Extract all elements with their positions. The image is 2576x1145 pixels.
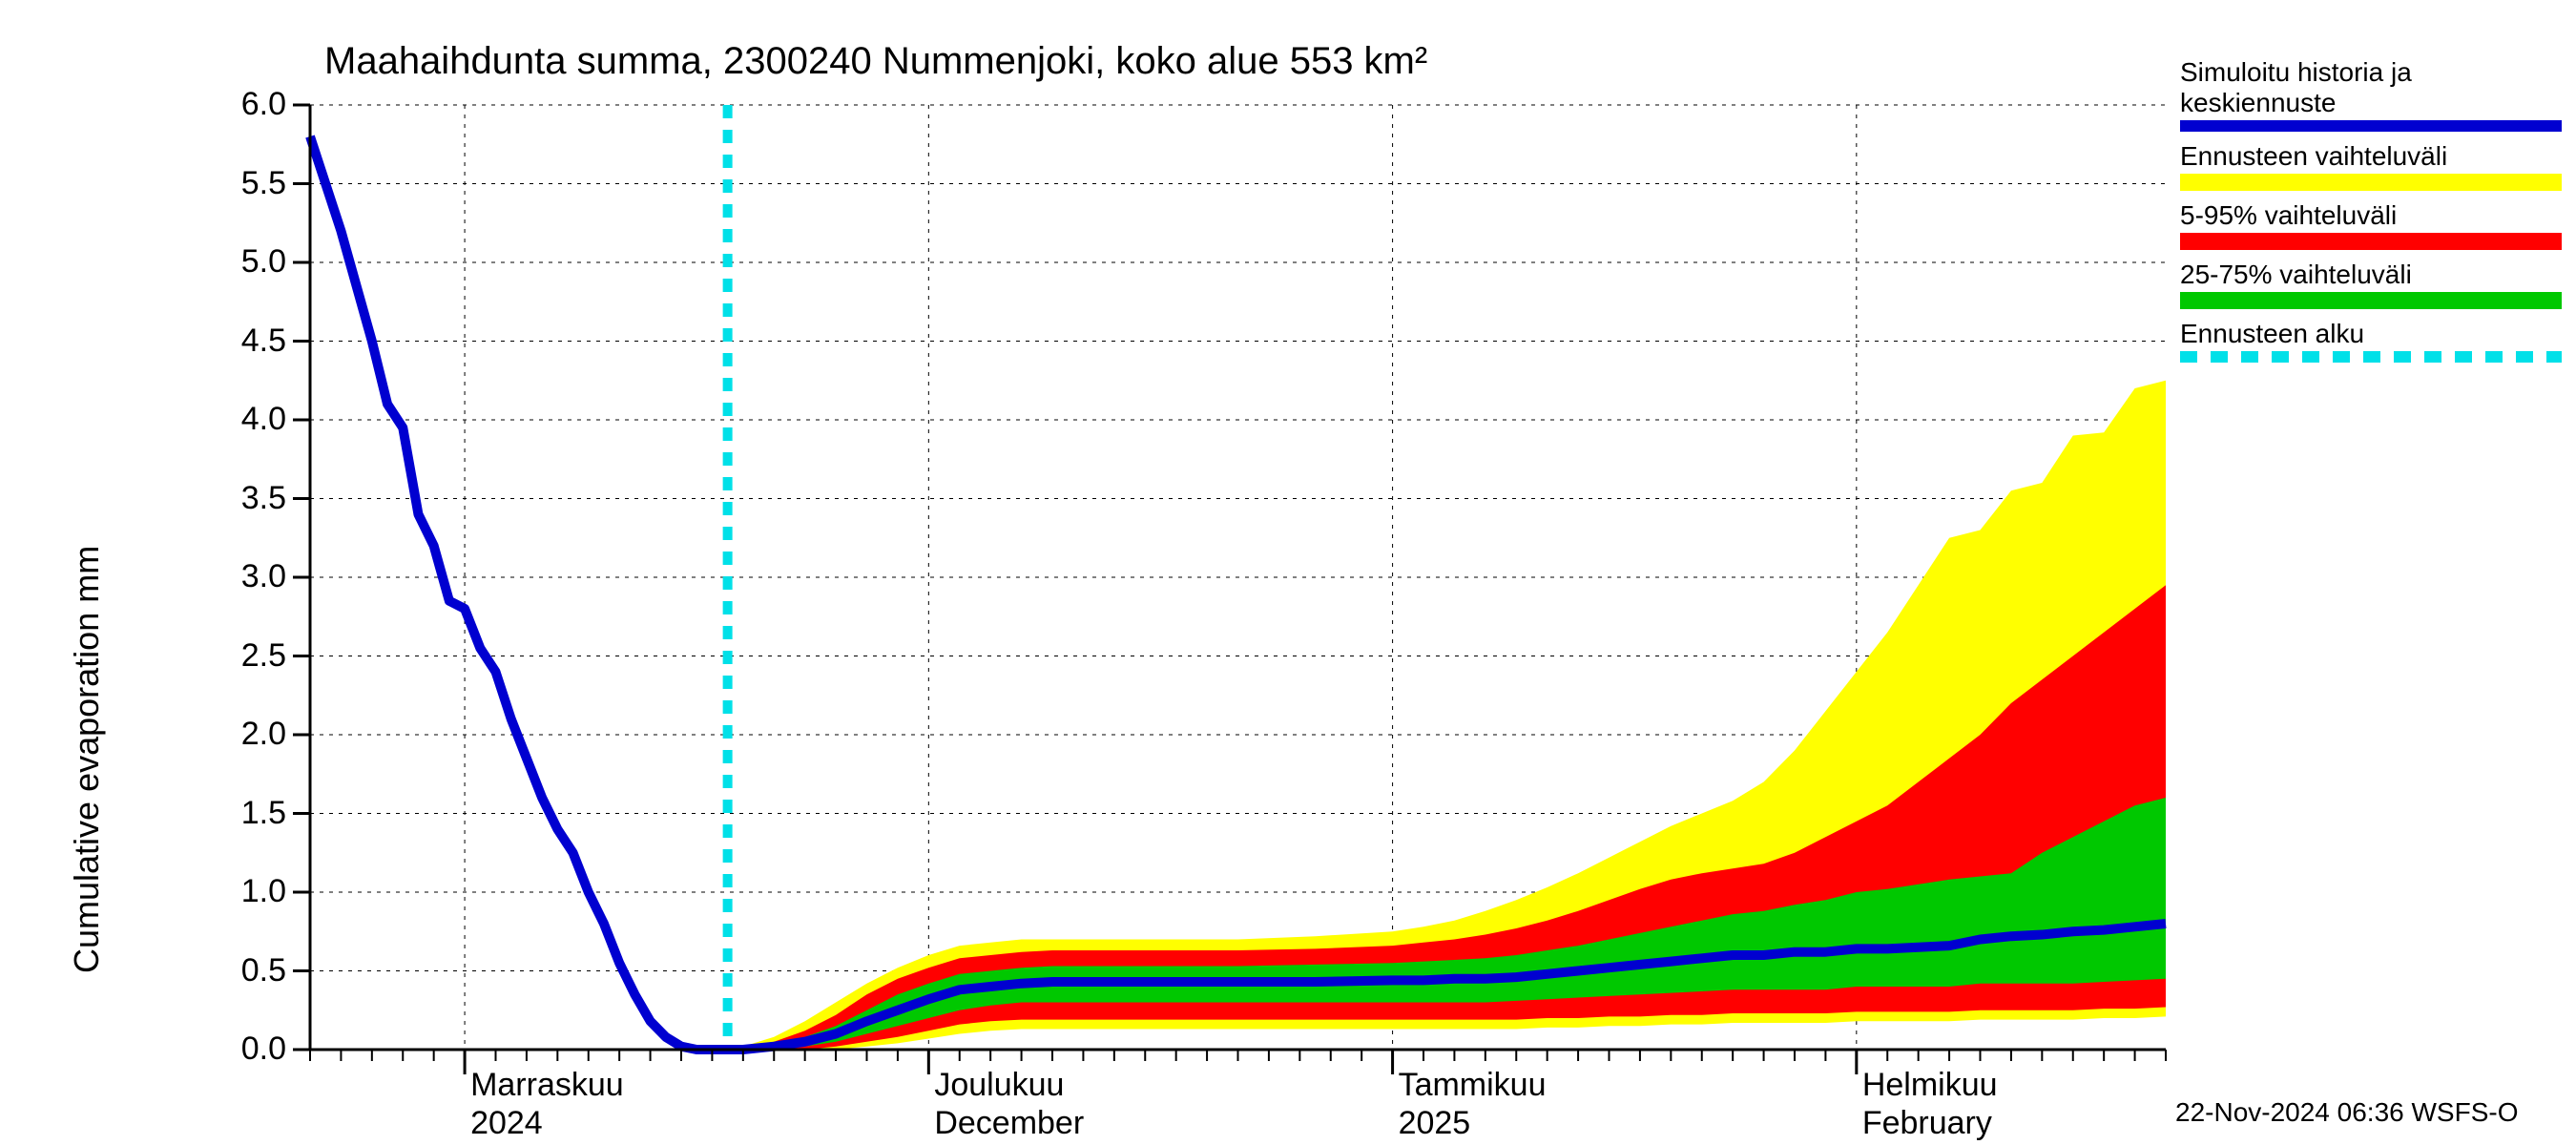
legend-label: Simuloitu historia ja	[2180, 57, 2562, 88]
legend-swatch	[2180, 351, 2562, 363]
x-tick-label: Marraskuu	[470, 1067, 624, 1104]
x-tick-label: Tammikuu	[1399, 1067, 1547, 1104]
chart-container: Maahaihdunta summa, 2300240 Nummenjoki, …	[0, 0, 2576, 1145]
legend-item: Simuloitu historia jakeskiennuste	[2180, 57, 2562, 132]
y-tick-label: 4.5	[205, 323, 286, 360]
legend-swatch	[2180, 292, 2562, 309]
y-tick-label: 1.0	[205, 873, 286, 910]
x-tick-label: Joulukuu	[934, 1067, 1064, 1104]
legend-swatch	[2180, 233, 2562, 250]
legend-item: 25-75% vaihteluväli	[2180, 260, 2562, 309]
y-tick-label: 4.0	[205, 401, 286, 438]
legend-item: Ennusteen alku	[2180, 319, 2562, 363]
x-tick-label-2: 2024	[470, 1105, 543, 1142]
legend-swatch	[2180, 174, 2562, 191]
legend-label: 25-75% vaihteluväli	[2180, 260, 2562, 290]
x-tick-label-2: 2025	[1399, 1105, 1471, 1142]
y-tick-label: 5.0	[205, 243, 286, 281]
timestamp: 22-Nov-2024 06:36 WSFS-O	[2175, 1097, 2519, 1128]
x-tick-label: Helmikuu	[1862, 1067, 1998, 1104]
y-tick-label: 3.5	[205, 480, 286, 517]
y-tick-label: 1.5	[205, 795, 286, 832]
y-tick-label: 6.0	[205, 86, 286, 123]
x-tick-label-2: February	[1862, 1105, 1992, 1142]
y-tick-label: 3.0	[205, 558, 286, 595]
y-tick-label: 0.0	[205, 1030, 286, 1068]
y-tick-label: 0.5	[205, 952, 286, 989]
y-tick-label: 2.0	[205, 716, 286, 753]
legend-label: Ennusteen vaihteluväli	[2180, 141, 2562, 172]
legend-label: Ennusteen alku	[2180, 319, 2562, 349]
y-tick-label: 5.5	[205, 165, 286, 202]
x-tick-label-2: December	[934, 1105, 1084, 1142]
legend: Simuloitu historia jakeskiennuste Ennuste…	[2180, 57, 2562, 372]
legend-label: keskiennuste	[2180, 88, 2562, 118]
legend-item: 5-95% vaihteluväli	[2180, 200, 2562, 250]
legend-label: 5-95% vaihteluväli	[2180, 200, 2562, 231]
legend-swatch	[2180, 120, 2562, 132]
legend-item: Ennusteen vaihteluväli	[2180, 141, 2562, 191]
y-tick-label: 2.5	[205, 637, 286, 675]
